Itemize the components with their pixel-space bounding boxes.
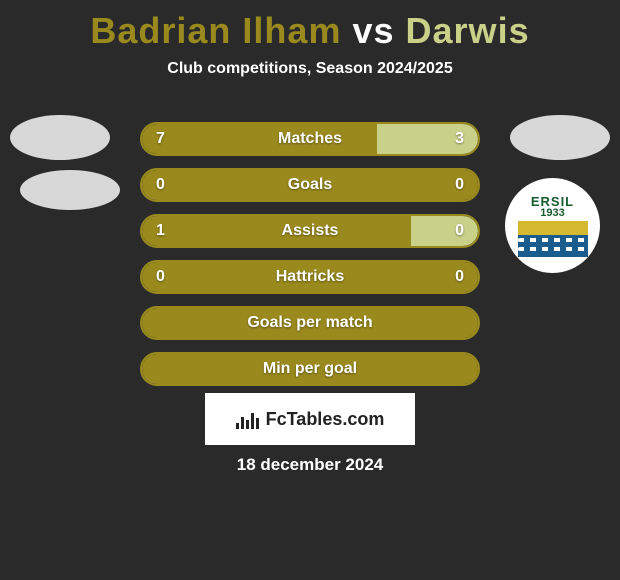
stat-label: Assists (142, 216, 478, 246)
brand-footer: FcTables.com (205, 393, 415, 445)
stat-left-value: 1 (156, 216, 165, 246)
player1-club-placeholder (20, 170, 120, 210)
stat-label: Goals per match (142, 308, 478, 338)
vs-text: vs (352, 10, 394, 51)
stat-left-value: 0 (156, 262, 165, 292)
stat-left-value: 7 (156, 124, 165, 154)
stat-label: Min per goal (142, 354, 478, 384)
stat-row: Goals per match (140, 306, 480, 340)
stat-left-value: 0 (156, 170, 165, 200)
stat-right-value: 3 (455, 124, 464, 154)
player2-name: Darwis (406, 10, 530, 51)
stat-row: Assists1 0 (140, 214, 480, 248)
brand-text: FcTables.com (266, 409, 385, 430)
badge-year: 1933 (540, 207, 564, 219)
comparison-title: Badrian Ilham vs Darwis (0, 0, 620, 52)
stat-right-value: 0 (455, 262, 464, 292)
player1-avatar-placeholder (10, 115, 110, 160)
stat-right-value: 0 (455, 216, 464, 246)
stat-row: Goals0 0 (140, 168, 480, 202)
badge-stripe (518, 221, 588, 235)
subtitle: Club competitions, Season 2024/2025 (0, 60, 620, 78)
stat-right-value: 0 (455, 170, 464, 200)
stat-row: Min per goal (140, 352, 480, 386)
player2-avatar-placeholder (510, 115, 610, 160)
player2-club-badge: ERSIL 1933 (505, 178, 600, 273)
stats-container: Matches73Goals00Assists10Hattricks00Goal… (140, 122, 480, 398)
stat-row: Hattricks0 0 (140, 260, 480, 294)
stat-label: Matches (142, 124, 478, 154)
badge-waves (518, 235, 588, 257)
footer-date: 18 december 2024 (0, 455, 620, 475)
stat-row: Matches7 3 (140, 122, 480, 156)
stat-label: Goals (142, 170, 478, 200)
player1-name: Badrian Ilham (90, 10, 341, 51)
chart-icon (236, 409, 260, 429)
stat-label: Hattricks (142, 262, 478, 292)
